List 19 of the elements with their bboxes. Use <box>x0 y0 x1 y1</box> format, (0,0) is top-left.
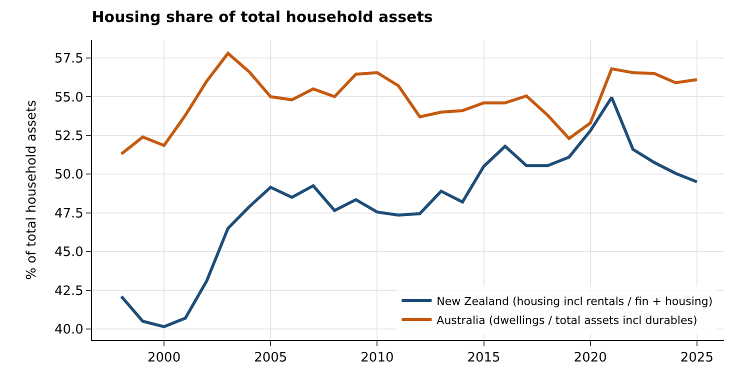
y-tick-label: 40.0 <box>54 322 84 338</box>
y-tick-label: 57.5 <box>54 52 84 67</box>
chart-title: Housing share of total household assets <box>92 8 433 26</box>
x-tick-label: 2025 <box>680 350 714 366</box>
y-tick-label: 55.0 <box>54 90 84 106</box>
y-tick-label: 52.5 <box>54 128 84 144</box>
y-tick-label: 47.5 <box>54 206 84 222</box>
line-series <box>120 52 698 156</box>
y-axis-title: % of total household assets <box>24 100 40 280</box>
x-tick-label: 2010 <box>360 350 394 366</box>
legend-label: New Zealand (housing incl rentals / fin + housing) <box>436 294 713 308</box>
y-tick-label: 42.5 <box>54 284 84 299</box>
x-tick-label: 2005 <box>254 350 288 366</box>
x-tick-label: 2015 <box>467 350 500 366</box>
y-tick-label: 50.0 <box>54 168 84 183</box>
legend-label: Australia (dwellings / total assets incl durables) <box>436 314 698 327</box>
x-tick-label: 2020 <box>574 350 607 366</box>
x-tick-label: 2000 <box>148 350 181 366</box>
y-tick-label: 45.0 <box>54 245 84 260</box>
